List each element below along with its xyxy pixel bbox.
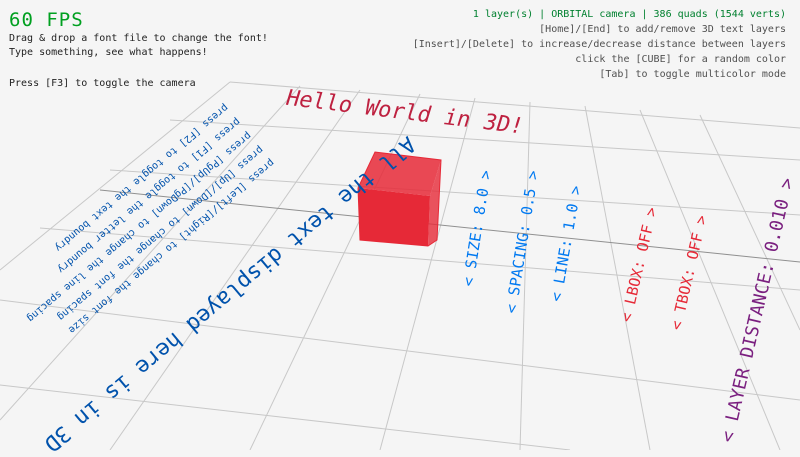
- help-cube-color: click the [CUBE] for a random color: [575, 54, 786, 65]
- help-multicolor: [Tab] to toggle multicolor mode: [599, 69, 786, 80]
- cube-top-face[interactable]: [358, 152, 441, 196]
- fps-counter: 60 FPS: [9, 9, 84, 31]
- help-drag-drop: Drag & drop a font file to change the fo…: [9, 33, 268, 44]
- help-camera: Press [F3] to toggle the camera: [9, 78, 196, 89]
- help-distance: [Insert]/[Delete] to increase/decrease d…: [412, 39, 786, 50]
- help-type: Type something, see what happens!: [9, 47, 208, 58]
- cube-front-face[interactable]: [358, 188, 430, 246]
- status-line: 1 layer(s) | ORBITAL camera | 386 quads …: [472, 9, 786, 20]
- help-layers: [Home]/[End] to add/remove 3D text layer…: [539, 24, 786, 35]
